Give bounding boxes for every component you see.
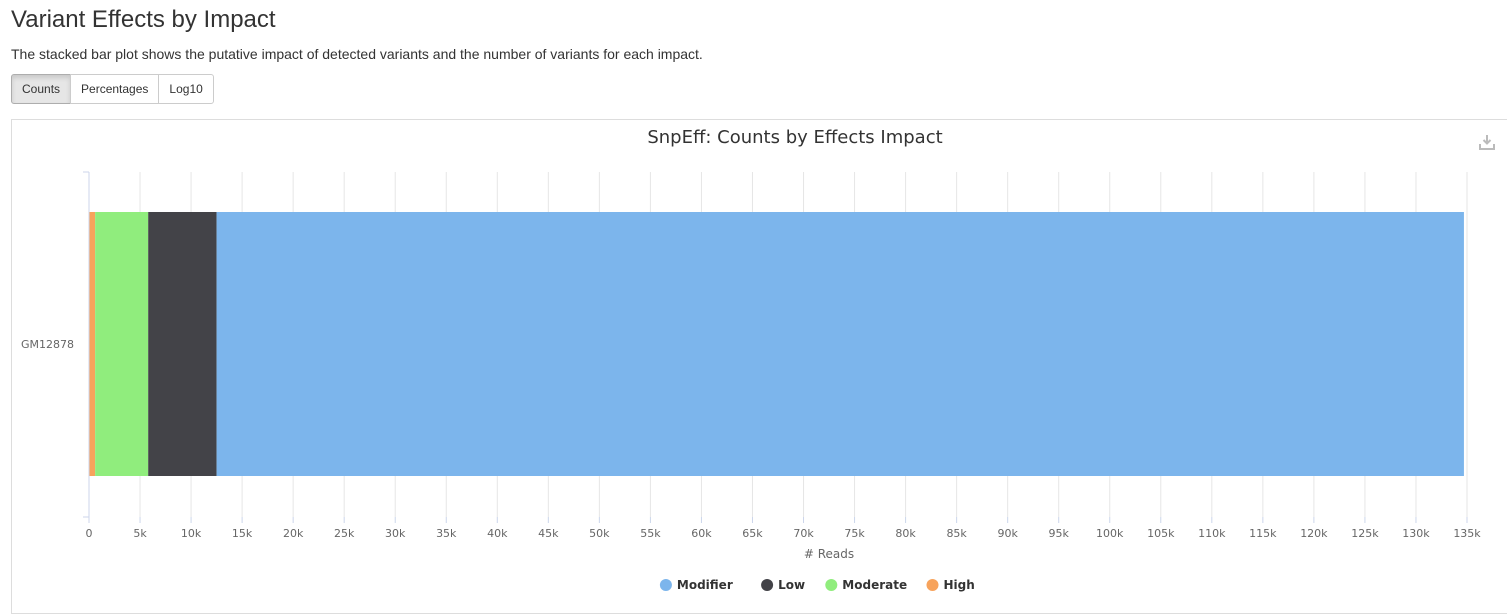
x-tick-label: 95k bbox=[1049, 527, 1070, 540]
legend-label-moderate[interactable]: Moderate bbox=[842, 578, 907, 592]
x-axis-label: # Reads bbox=[804, 547, 854, 561]
x-tick-label: 75k bbox=[844, 527, 865, 540]
x-tick-label: 85k bbox=[946, 527, 967, 540]
percentages-button[interactable]: Percentages bbox=[70, 74, 160, 104]
legend-label-high[interactable]: High bbox=[944, 578, 975, 592]
x-tick-label: 125k bbox=[1351, 527, 1379, 540]
x-tick-label: 105k bbox=[1147, 527, 1175, 540]
x-tick-label: 120k bbox=[1300, 527, 1328, 540]
legend-marker-modifier[interactable] bbox=[659, 579, 672, 591]
x-tick-label: 15k bbox=[232, 527, 253, 540]
legend-marker-moderate[interactable] bbox=[825, 579, 838, 591]
x-tick-label: 100k bbox=[1096, 527, 1124, 540]
log10-button[interactable]: Log10 bbox=[158, 74, 214, 104]
section-description: The stacked bar plot shows the putative … bbox=[11, 46, 703, 62]
counts-button[interactable]: Counts bbox=[11, 74, 72, 104]
legend-label-low[interactable]: Low bbox=[778, 578, 805, 592]
x-tick-label: 80k bbox=[895, 527, 916, 540]
x-tick-label: 45k bbox=[538, 527, 559, 540]
stacked-bar-chart: SnpEff: Counts by Effects Impact 0 5k 10k 1… bbox=[21, 127, 1481, 592]
x-tick-label: 65k bbox=[742, 527, 763, 540]
x-tick-label: 25k bbox=[334, 527, 355, 540]
bar-segment-moderate[interactable] bbox=[95, 212, 149, 476]
bar-segment-high[interactable] bbox=[89, 212, 96, 476]
y-category-label: GM12878 bbox=[21, 338, 74, 351]
x-tick-label: 90k bbox=[997, 527, 1018, 540]
legend-label-modifier[interactable]: Modifier bbox=[677, 578, 733, 592]
bar-segment-low[interactable] bbox=[148, 212, 217, 476]
chart-title: SnpEff: Counts by Effects Impact bbox=[647, 127, 942, 148]
x-tick-label: 55k bbox=[640, 527, 661, 540]
x-tick-label: 10k bbox=[181, 527, 202, 540]
legend-marker-high[interactable] bbox=[926, 579, 939, 591]
x-tick-label: 30k bbox=[385, 527, 406, 540]
legend: Modifier Low Moderate High bbox=[659, 578, 975, 592]
x-tick-label: 5k bbox=[133, 527, 147, 540]
x-tick-label: 35k bbox=[436, 527, 457, 540]
x-tick-label: 60k bbox=[691, 527, 712, 540]
x-tick-label: 130k bbox=[1402, 527, 1430, 540]
download-icon[interactable] bbox=[1478, 133, 1496, 151]
x-tick-label: 115k bbox=[1249, 527, 1277, 540]
x-tick-label: 50k bbox=[589, 527, 610, 540]
x-tick-label: 40k bbox=[487, 527, 508, 540]
x-tick-label: 0 bbox=[86, 527, 93, 540]
x-tick-label: 135k bbox=[1453, 527, 1481, 540]
legend-marker-low[interactable] bbox=[761, 579, 774, 591]
x-tick-label: 110k bbox=[1198, 527, 1226, 540]
bar-segment-modifier[interactable] bbox=[216, 212, 1464, 476]
x-tick-label: 20k bbox=[283, 527, 304, 540]
plot-mode-switch: Counts Percentages Log10 bbox=[11, 74, 214, 104]
bars bbox=[89, 212, 1464, 476]
x-tick-label: 70k bbox=[793, 527, 814, 540]
axes: 0 5k 10k 15k 20k 25k 30k 35k 40k 45k 50k 55k 60k 65k 7… bbox=[21, 171, 1481, 540]
section-title: Variant Effects by Impact bbox=[11, 6, 276, 33]
